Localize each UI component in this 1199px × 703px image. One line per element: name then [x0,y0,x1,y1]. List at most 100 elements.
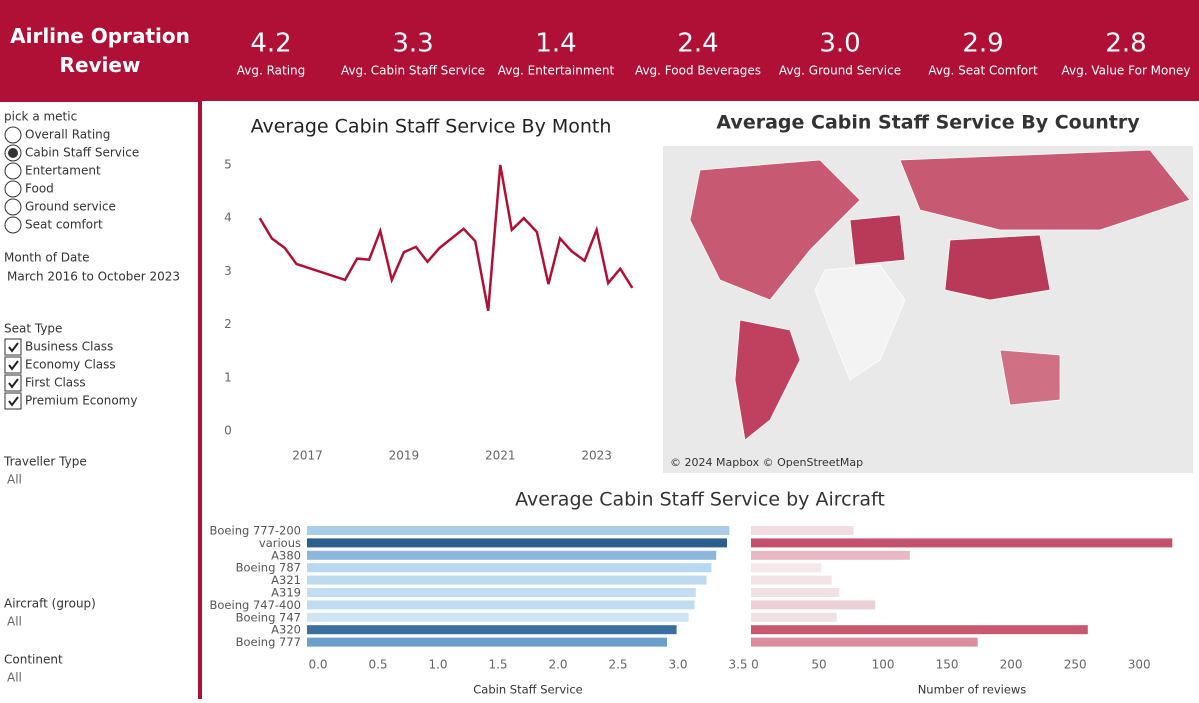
x-tick-label: 2019 [389,449,420,463]
category-label: Boeing 777-200 [210,524,302,538]
bar [307,526,730,535]
bar [307,538,727,548]
x-tick-label: 3.0 [668,658,687,672]
check [8,342,19,353]
y-tick-label: 4 [224,211,232,225]
y-tick-label: 1 [224,370,232,384]
bar [751,550,910,560]
x-tick-label: 0 [751,658,759,672]
y-tick-label: 3 [224,264,232,278]
category-label: Boeing 747-400 [210,598,302,612]
category-label: A380 [271,548,301,562]
kpi-label: Avg. Cabin Staff Service [341,64,485,78]
filter-value: March 2016 to October 2023 [7,270,180,284]
dashboard-title: Airline Opration Review [10,24,190,77]
divider [198,0,202,699]
radio[interactable] [4,162,22,180]
radio-label[interactable]: Food [25,182,54,196]
kpi-label: Avg. Ground Service [779,64,901,78]
check [8,396,19,407]
filter-label: Aircraft (group) [4,597,96,611]
y-tick-label: 5 [224,157,232,171]
radio[interactable] [4,126,22,144]
checkbox[interactable] [4,356,22,374]
bar [307,637,667,647]
bar [751,600,876,610]
bar [307,550,717,560]
x-tick-label: 2.5 [608,658,627,672]
radio-label[interactable]: Ground service [25,200,116,214]
filter-value[interactable]: All [7,671,22,685]
kpi-label: Avg. Food Beverages [635,64,761,78]
radio-label[interactable]: Overall Rating [25,128,110,142]
kpi-label: Avg. Entertainment [498,64,615,78]
filter-label: pick a metic [4,110,77,124]
filter-label: Traveller Type [3,455,87,469]
kpi-value: 2.9 [962,29,1003,59]
bar [751,637,978,647]
kpi-value: 2.8 [1105,29,1146,59]
y-tick-label: 2 [224,317,232,331]
bar [307,588,696,597]
checkbox-label[interactable]: Economy Class [25,358,116,372]
kpi-value: 3.3 [392,29,433,59]
x-tick-label: 150 [936,658,959,672]
chart-title: Average Cabin Staff Service By Country [716,112,1140,134]
filter-value[interactable]: All [7,473,22,487]
kpi-label: Avg. Rating [237,64,306,78]
checkbox[interactable] [4,392,22,410]
chart-title: Average Cabin Staff Service by Aircraft [515,489,885,511]
radio[interactable] [4,198,22,216]
checkbox-label[interactable]: Premium Economy [25,394,137,408]
x-tick-label: 250 [1064,658,1087,672]
kpi-label: Avg. Seat Comfort [928,64,1038,78]
filter-label: Seat Type [4,322,62,336]
check [8,360,19,371]
checkbox-label[interactable]: First Class [25,376,86,390]
filter-value[interactable]: All [7,615,22,629]
y-tick-label: 0 [224,424,232,438]
category-label: A320 [271,623,301,637]
x-tick-label: 3.5 [728,658,747,672]
checkbox[interactable] [4,338,22,356]
bar [307,625,677,635]
x-tick-label: 2.0 [548,658,567,672]
kpi-value: 2.4 [677,29,718,59]
radio-label[interactable]: Cabin Staff Service [25,146,139,160]
radio[interactable] [4,180,22,198]
checkbox-label[interactable]: Business Class [25,340,113,354]
x-tick-label: 300 [1128,658,1151,672]
bar [307,575,707,585]
radio-label[interactable]: Seat comfort [25,218,103,232]
bar [751,538,1173,548]
x-tick-label: 2023 [581,449,612,463]
checkbox[interactable] [4,374,22,392]
bar [307,612,689,622]
filter-label: Continent [4,653,63,667]
bar [751,526,854,535]
bar [751,625,1088,635]
bar [751,575,832,585]
line [258,164,634,311]
category-label: A319 [271,586,301,600]
category-label: A321 [271,573,301,587]
bar [751,612,837,622]
x-tick-label: 0.0 [308,658,327,672]
x-tick-label: 2021 [485,449,516,463]
x-tick-label: 100 [872,658,895,672]
bar [307,600,695,610]
kpi-value: 4.2 [250,29,291,59]
bar [307,563,712,573]
bar [751,563,822,573]
x-tick-label: 2017 [292,449,323,463]
x-axis-title: Cabin Staff Service [473,683,582,697]
check [8,378,19,389]
x-tick-label: 200 [1000,658,1023,672]
category-label: Boeing 747 [236,610,301,624]
bar [751,588,840,597]
radio-label[interactable]: Entertament [25,164,101,178]
radio[interactable] [4,216,22,234]
map-attribution: © 2024 Mapbox © OpenStreetMap [670,456,863,469]
